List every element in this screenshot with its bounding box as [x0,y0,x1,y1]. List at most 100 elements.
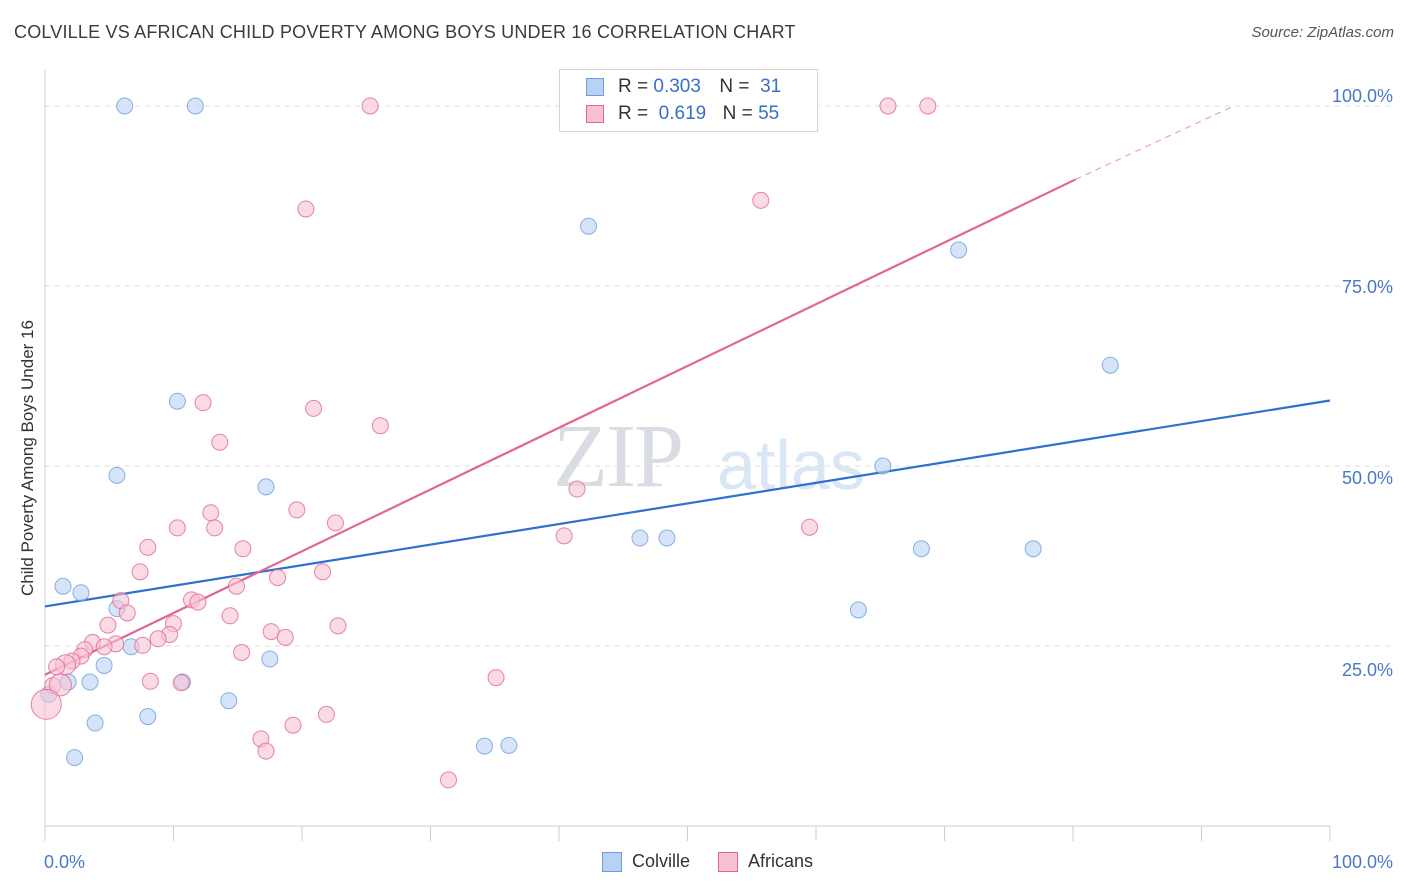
africans-point [568,480,586,498]
africans-point [141,672,159,690]
africans-point [879,97,897,115]
colville-point [631,529,649,547]
africans-point [371,417,389,435]
africans-point [234,540,252,558]
africans-point [172,674,190,692]
legend-row-colville: R = 0.303 N = 31 [586,74,781,100]
legend-item-colville[interactable]: Colville [602,851,690,872]
colville-n-label: N = [719,76,750,97]
y-axis-label: Child Poverty Among Boys Under 16 [18,320,37,596]
colville-point [72,584,90,602]
colville-point [658,529,676,547]
stats-legend: R = 0.303 N = 31 R = 0.619 N = 55 [559,69,818,132]
africans-point [305,399,323,417]
africans-n-value: 55 [758,103,780,124]
africans-point [95,638,113,656]
trendline-colville [44,399,1331,608]
y-tick-label-75: 75.0% [1341,277,1393,297]
africans-point [314,563,332,581]
africans-point [139,538,157,556]
africans-n-label: N = [722,103,753,124]
legend-item-africans[interactable]: Africans [718,851,813,872]
africans-point [189,593,207,611]
colville-point [168,392,186,410]
legend-row-africans: R = 0.619 N = 55 [586,101,779,127]
colville-point [1101,356,1119,374]
colville-point [54,577,72,595]
colville-point [108,466,126,484]
africans-point [487,669,505,687]
africans-r-value: 0.619 [658,103,707,124]
africans-point [206,519,224,537]
colville-point [261,650,279,668]
africans-point [233,643,251,661]
africans-point [439,771,457,789]
africans-point [221,607,239,625]
africans-r-label: R = [618,103,649,124]
colville-point [81,673,99,691]
africans-point [134,636,152,654]
source-label: Source: ZipAtlas.com [1251,24,1394,41]
colville-point [950,241,968,259]
colville-point [1024,540,1042,558]
colville-point [186,97,204,115]
africans-point [257,742,275,760]
africans-point [194,394,212,412]
africans-point [297,200,315,218]
africans-point [118,604,136,622]
colville-swatch [586,78,604,96]
y-tick-label-50: 50.0% [1341,468,1393,488]
africans-point [329,617,347,635]
africans-point [801,518,819,536]
africans-point [269,569,287,587]
series-legend: Colville Africans [602,851,841,872]
colville-n-value: 31 [760,76,782,97]
colville-point [220,692,238,710]
africans-point [262,623,280,641]
africans-point [149,630,167,648]
colville-point [257,478,275,496]
colville-point [139,708,157,726]
africans-point [48,658,66,676]
colville-point [95,656,113,674]
y-tick-label-100: 100.0% [1331,86,1393,106]
africans-swatch [586,105,604,123]
africans-point [202,504,220,522]
colville-point [86,714,104,732]
trendline-africans [44,178,1077,676]
colville-point [66,749,84,767]
africans-point [211,433,229,451]
colville-point [475,737,493,755]
x-tick-label-0: 0.0% [44,852,86,872]
colville-point [580,217,598,235]
africans-point [48,673,72,697]
colville-legend-label: Colville [632,851,691,871]
colville-point [849,601,867,619]
africans-point [276,628,294,646]
africans-point [227,577,245,595]
africans-point [555,527,573,545]
x-tick-label-100: 100.0% [1331,852,1393,872]
colville-point [116,97,134,115]
africans-point [361,97,379,115]
colville-r-label: R = [618,76,649,97]
africans-point [752,191,770,209]
africans-point [326,514,344,532]
africans-point [288,501,306,519]
trendline-africans-extension [1075,105,1234,180]
africans-point [99,616,117,634]
colville-point [500,736,518,754]
y-tick-label-25: 25.0% [1341,660,1393,680]
africans-point [131,563,149,581]
chart-title: COLVILLE VS AFRICAN CHILD POVERTY AMONG … [14,22,796,42]
watermark-atlas: atlas [717,426,865,504]
africans-point [30,688,62,720]
africans-point [168,519,186,537]
colville-legend-swatch [602,851,622,872]
africans-point [919,97,937,115]
africans-point [317,705,335,723]
colville-point [874,457,892,475]
africans-legend-swatch [718,851,739,872]
africans-legend-label: Africans [748,851,814,871]
